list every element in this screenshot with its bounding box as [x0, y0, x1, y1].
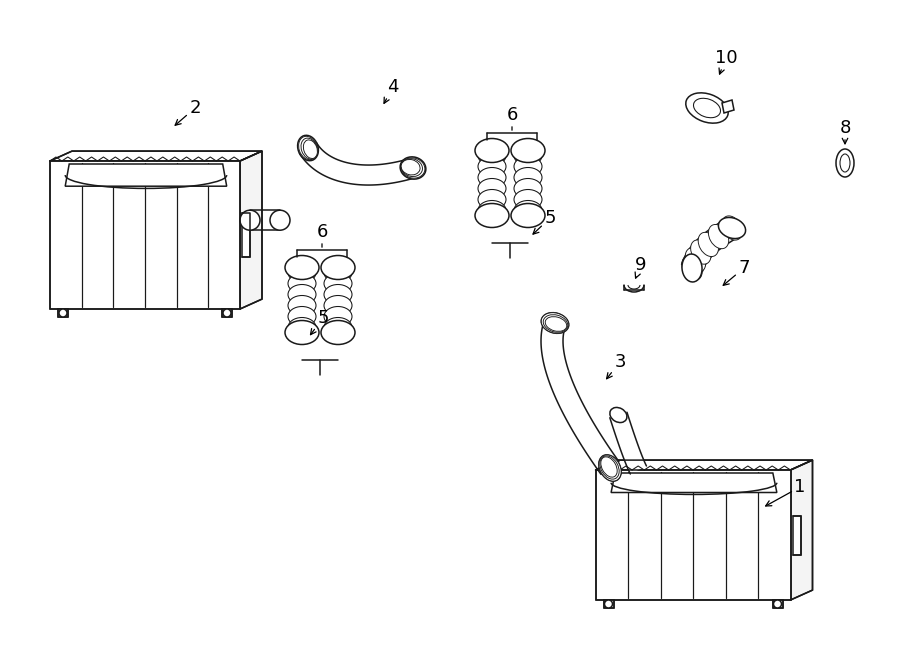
- Polygon shape: [722, 100, 734, 113]
- Ellipse shape: [840, 154, 850, 172]
- Ellipse shape: [773, 600, 781, 608]
- Ellipse shape: [288, 295, 316, 315]
- Ellipse shape: [298, 136, 319, 161]
- Ellipse shape: [686, 93, 728, 123]
- Ellipse shape: [324, 317, 352, 338]
- Text: 3: 3: [607, 353, 625, 379]
- Text: 2: 2: [176, 99, 201, 126]
- Text: 5: 5: [533, 209, 556, 234]
- Ellipse shape: [685, 248, 706, 272]
- Ellipse shape: [544, 315, 568, 332]
- Ellipse shape: [288, 317, 316, 338]
- Ellipse shape: [301, 138, 318, 159]
- Ellipse shape: [401, 158, 425, 178]
- Polygon shape: [300, 143, 416, 185]
- Ellipse shape: [599, 456, 619, 479]
- Ellipse shape: [59, 309, 67, 317]
- Ellipse shape: [514, 145, 542, 165]
- Ellipse shape: [400, 157, 426, 179]
- Text: 9: 9: [635, 256, 647, 278]
- Ellipse shape: [240, 210, 260, 230]
- Polygon shape: [50, 151, 262, 161]
- Ellipse shape: [285, 256, 319, 280]
- Ellipse shape: [324, 262, 352, 282]
- Ellipse shape: [285, 321, 319, 344]
- Ellipse shape: [514, 200, 542, 221]
- Text: 10: 10: [715, 49, 737, 74]
- Ellipse shape: [270, 210, 290, 230]
- Ellipse shape: [541, 313, 569, 333]
- Ellipse shape: [478, 145, 506, 165]
- Polygon shape: [596, 460, 813, 470]
- Ellipse shape: [514, 190, 542, 210]
- Ellipse shape: [288, 262, 316, 282]
- Text: 7: 7: [724, 259, 750, 286]
- Ellipse shape: [690, 240, 711, 264]
- Ellipse shape: [514, 178, 542, 198]
- Polygon shape: [541, 319, 619, 475]
- Ellipse shape: [514, 157, 542, 176]
- Ellipse shape: [324, 274, 352, 293]
- Text: 6: 6: [316, 223, 328, 247]
- Ellipse shape: [475, 204, 509, 227]
- Ellipse shape: [511, 139, 545, 163]
- Polygon shape: [242, 213, 250, 257]
- Ellipse shape: [288, 284, 316, 305]
- Ellipse shape: [478, 200, 506, 221]
- Polygon shape: [50, 161, 240, 309]
- Polygon shape: [772, 600, 782, 608]
- Ellipse shape: [288, 307, 316, 327]
- Polygon shape: [58, 309, 68, 317]
- Ellipse shape: [598, 455, 621, 481]
- Ellipse shape: [698, 232, 718, 256]
- Polygon shape: [610, 412, 646, 474]
- Ellipse shape: [694, 98, 721, 118]
- Ellipse shape: [610, 407, 627, 422]
- Polygon shape: [240, 151, 262, 309]
- Ellipse shape: [321, 256, 355, 280]
- Polygon shape: [681, 219, 738, 272]
- Ellipse shape: [598, 455, 621, 481]
- Ellipse shape: [401, 159, 420, 175]
- Ellipse shape: [601, 457, 617, 477]
- Ellipse shape: [682, 254, 702, 282]
- Polygon shape: [596, 470, 790, 600]
- Ellipse shape: [511, 204, 545, 227]
- Text: 1: 1: [766, 478, 806, 506]
- Ellipse shape: [324, 295, 352, 315]
- Ellipse shape: [514, 167, 542, 188]
- Polygon shape: [222, 309, 232, 317]
- Ellipse shape: [478, 157, 506, 176]
- Polygon shape: [793, 516, 800, 555]
- Ellipse shape: [321, 321, 355, 344]
- Ellipse shape: [303, 140, 318, 159]
- Ellipse shape: [722, 216, 742, 240]
- Ellipse shape: [401, 159, 422, 176]
- Ellipse shape: [478, 167, 506, 188]
- Ellipse shape: [478, 178, 506, 198]
- Ellipse shape: [541, 313, 569, 333]
- Polygon shape: [611, 473, 777, 492]
- Ellipse shape: [545, 317, 567, 331]
- Text: 4: 4: [384, 78, 399, 103]
- Ellipse shape: [299, 136, 318, 160]
- Ellipse shape: [288, 274, 316, 293]
- Ellipse shape: [223, 309, 231, 317]
- Ellipse shape: [836, 149, 854, 177]
- Ellipse shape: [324, 307, 352, 327]
- Text: 6: 6: [507, 106, 517, 130]
- Polygon shape: [790, 460, 813, 600]
- Ellipse shape: [718, 217, 745, 239]
- Polygon shape: [65, 164, 227, 186]
- Text: 8: 8: [840, 119, 850, 144]
- Ellipse shape: [605, 600, 613, 608]
- Ellipse shape: [324, 284, 352, 305]
- Ellipse shape: [708, 225, 729, 249]
- Ellipse shape: [478, 190, 506, 210]
- Text: 5: 5: [310, 309, 328, 334]
- Polygon shape: [604, 600, 614, 608]
- Ellipse shape: [475, 139, 509, 163]
- Ellipse shape: [682, 256, 702, 280]
